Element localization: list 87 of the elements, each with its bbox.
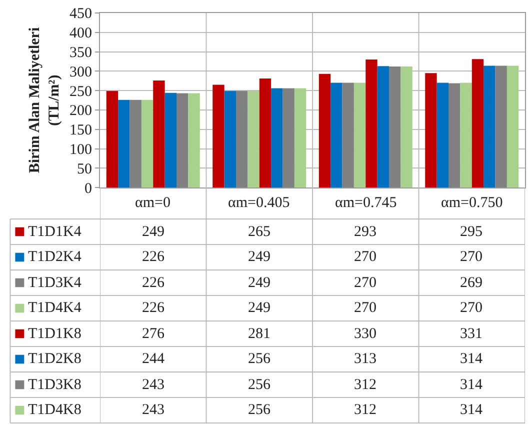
data-label: 226 [142, 300, 165, 316]
bar [495, 66, 507, 188]
bar [436, 82, 448, 188]
data-label: 270 [460, 300, 482, 316]
bar [141, 100, 154, 188]
data-label: 256 [248, 377, 271, 393]
data-label: 312 [354, 377, 376, 393]
data-label: 270 [460, 249, 482, 265]
bar [342, 82, 354, 188]
data-label: 295 [460, 224, 482, 240]
data-label: 243 [142, 402, 164, 418]
data-label: 314 [460, 351, 483, 367]
data-label: 281 [248, 326, 270, 342]
y-tick-label: 200 [70, 103, 92, 120]
data-label: 270 [354, 300, 376, 316]
data-label: 314 [460, 402, 483, 418]
bar [460, 82, 472, 188]
data-label: 249 [248, 249, 270, 265]
bar [248, 90, 260, 188]
data-label: 249 [248, 275, 270, 291]
bar [164, 92, 176, 188]
bar [400, 66, 412, 188]
bar [354, 82, 366, 188]
data-label: 314 [460, 377, 483, 393]
data-label: 249 [248, 300, 270, 316]
y-tick-label: 0 [84, 180, 92, 197]
bar [118, 100, 130, 188]
legend-label: T1D4K8 [28, 402, 82, 418]
data-label: 293 [354, 224, 376, 240]
y-axis-title: Birim Alan Maliyetleri (TL/m²) [27, 27, 63, 174]
bar [389, 66, 401, 188]
data-label: 226 [142, 249, 165, 265]
bar [282, 88, 294, 188]
bar [224, 90, 236, 188]
y-tick-label: 350 [70, 45, 92, 62]
bar [425, 73, 437, 188]
bar [271, 88, 283, 188]
data-label: 270 [354, 249, 376, 265]
y-tick-label: 250 [70, 84, 92, 100]
data-label: 249 [142, 224, 164, 240]
data-label: 256 [248, 402, 271, 418]
bar [259, 78, 272, 188]
data-label: 256 [248, 351, 271, 367]
data-label: 270 [354, 275, 376, 291]
bar [330, 82, 342, 188]
legend-label: T1D3K4 [28, 275, 82, 291]
bar [212, 84, 224, 188]
bar [236, 90, 248, 188]
bar [153, 80, 165, 188]
legend-label: T1D2K4 [28, 249, 82, 265]
legend-label: T1D4K4 [28, 300, 82, 316]
y-tick-label: 450 [70, 6, 92, 22]
bar [188, 93, 200, 188]
bar [294, 88, 306, 188]
legend-label: T1D1K4 [28, 224, 82, 240]
legend-label: T1D1K8 [28, 326, 82, 342]
y-tick-label: 100 [70, 142, 92, 158]
x-tick-label: αm=0.745 [335, 195, 397, 211]
y-tick-label: 400 [70, 26, 92, 42]
data-label: 243 [142, 377, 164, 393]
bar [448, 83, 460, 188]
bar [484, 66, 496, 188]
y-tick-label: 150 [70, 122, 92, 139]
bar [506, 66, 519, 188]
y-tick-label: 300 [70, 64, 92, 80]
data-label: 226 [142, 275, 165, 291]
bar [318, 74, 331, 188]
legend-label: T1D2K8 [28, 351, 82, 367]
data-label: 244 [142, 351, 165, 367]
data-label: 265 [248, 224, 270, 240]
legend-label: T1D3K8 [28, 377, 82, 393]
data-label: 312 [354, 402, 376, 418]
bar [106, 90, 118, 188]
data-label: 330 [354, 326, 376, 342]
bar [377, 66, 389, 188]
data-label: 313 [354, 351, 376, 367]
bar [176, 93, 188, 188]
bar [130, 100, 142, 188]
x-tick-label: αm=0.750 [441, 195, 503, 211]
bar [366, 60, 378, 188]
data-label: 276 [142, 326, 165, 342]
y-tick-label: 50 [77, 161, 92, 178]
data-label: 331 [460, 326, 482, 342]
data-label: 269 [460, 275, 482, 291]
x-tick-label: αm=0 [135, 195, 170, 211]
x-tick-label: αm=0.405 [228, 195, 290, 211]
bar [472, 59, 484, 188]
